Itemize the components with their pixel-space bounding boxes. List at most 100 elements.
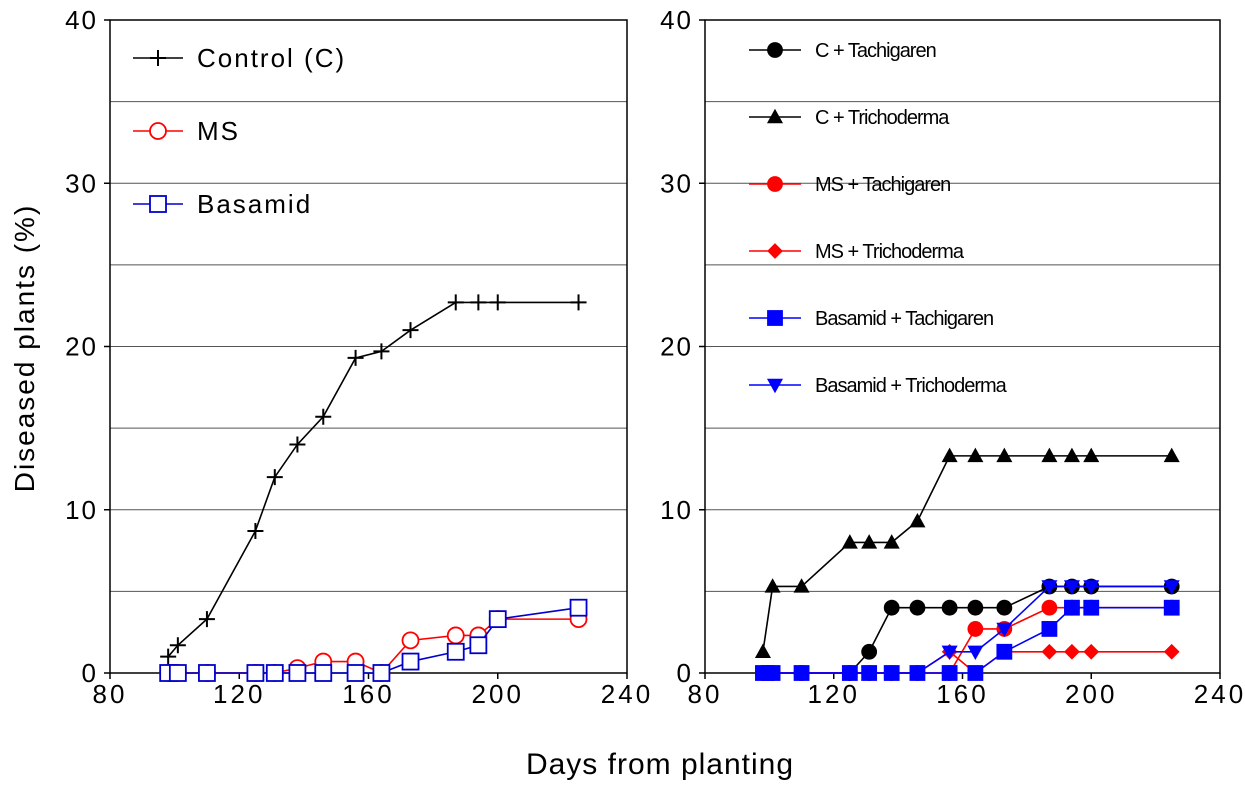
series-basamid-tachigaren <box>755 599 1180 681</box>
legend-marker <box>766 108 784 124</box>
data-point <box>1041 599 1058 616</box>
data-point <box>160 648 177 665</box>
series-control-c <box>160 294 587 665</box>
data-point <box>1083 599 1100 616</box>
data-point <box>754 643 771 658</box>
data-point <box>447 294 464 311</box>
left-y-tick-label: 40 <box>65 5 98 35</box>
data-point <box>488 610 507 629</box>
right-gridlines <box>705 101 1220 592</box>
left-gridlines <box>110 101 627 592</box>
data-point <box>1064 643 1080 660</box>
data-point <box>1063 447 1080 463</box>
data-point <box>841 666 858 682</box>
data-point <box>1083 447 1100 463</box>
data-point <box>198 611 215 628</box>
series-ms-tachigaren <box>755 599 1180 681</box>
data-point <box>402 322 419 339</box>
data-point <box>569 598 588 617</box>
data-point <box>1163 643 1180 660</box>
series-line-basamid <box>168 606 579 674</box>
data-point <box>967 645 984 661</box>
data-point <box>1041 447 1058 463</box>
data-point <box>198 664 216 682</box>
right-x-tick-label: 200 <box>1065 679 1117 709</box>
legend-marker <box>149 195 167 213</box>
data-point <box>909 599 926 616</box>
legend-label: C + Tachigaren <box>815 40 936 62</box>
data-point <box>446 642 465 661</box>
right-x-tick-label: 240 <box>1194 679 1245 709</box>
legend-label: MS + Tachigaren <box>815 174 950 196</box>
data-point <box>861 666 878 682</box>
right-ticks: 0 10 20 30 40 80 120 160 200 240 <box>660 5 1245 709</box>
series-line-c-trichoderma <box>762 455 1172 652</box>
legend-label: MS <box>197 116 240 146</box>
data-point <box>996 643 1013 660</box>
right-x-tick-label: 120 <box>808 679 860 709</box>
data-point <box>793 578 810 593</box>
series-basamid <box>159 598 588 682</box>
legend-marker <box>767 42 783 58</box>
data-point <box>470 294 487 311</box>
data-point <box>247 522 264 539</box>
data-point <box>1083 643 1100 660</box>
data-point <box>168 664 187 682</box>
right-legend: C + Tachigaren C + Trichoderma MS + Tachig… <box>749 40 1009 397</box>
data-point <box>1163 599 1180 616</box>
data-point <box>401 652 420 671</box>
series-c-trichoderma <box>754 447 1180 658</box>
left-panel: 0 10 20 30 40 80 120 160 200 240 Control (C) MS Basa… <box>65 5 650 709</box>
legend-label: Basamid + Trichoderma <box>815 375 1008 397</box>
data-point <box>1041 621 1058 637</box>
data-point <box>861 643 878 660</box>
data-point <box>346 664 365 682</box>
data-point <box>266 469 283 486</box>
x-axis-label: Days from planting <box>526 748 794 781</box>
left-legend: Control (C) MS Basamid <box>133 43 346 219</box>
data-point <box>489 294 506 311</box>
left-x-tick-label: 160 <box>342 679 394 709</box>
left-x-tick-label: 200 <box>472 679 524 709</box>
data-point <box>289 436 306 453</box>
data-point <box>401 631 420 650</box>
data-point <box>1163 447 1180 463</box>
data-point <box>469 636 488 655</box>
data-point <box>1064 599 1080 616</box>
legend-marker <box>767 243 783 259</box>
data-point <box>941 447 958 463</box>
data-point <box>909 512 926 528</box>
left-y-tick-label: 10 <box>65 495 98 525</box>
data-point <box>1063 580 1080 595</box>
legend-label: Basamid <box>197 189 312 219</box>
series-line-basamid-trichoderma <box>762 585 1172 674</box>
series-c-tachigaren <box>755 578 1180 681</box>
data-point <box>996 599 1013 616</box>
series-line-control-c <box>167 301 579 658</box>
data-point <box>861 534 878 549</box>
legend-marker <box>767 176 783 192</box>
data-point <box>373 343 390 360</box>
left-y-tick-label: 20 <box>65 332 98 362</box>
data-point <box>883 534 900 549</box>
data-point <box>883 599 900 616</box>
legend-label: Control (C) <box>197 43 346 73</box>
data-point <box>1083 580 1100 595</box>
series-basamid-trichoderma <box>754 580 1180 682</box>
left-y-tick-label: 0 <box>82 658 98 688</box>
data-point <box>996 622 1013 638</box>
right-x-tick-label: 160 <box>936 679 988 709</box>
left-y-tick-label: 30 <box>65 168 98 198</box>
series-line-ms-trichoderma <box>762 650 1172 675</box>
data-point <box>1041 643 1058 660</box>
left-x-tick-label: 120 <box>213 679 265 709</box>
legend-label: MS + Trichoderma <box>815 241 965 263</box>
data-point <box>967 621 984 637</box>
data-point <box>941 645 958 661</box>
data-point <box>314 664 333 682</box>
right-y-tick-label: 40 <box>660 5 693 35</box>
legend-marker <box>767 310 783 326</box>
series-ms-trichoderma <box>755 643 1180 681</box>
right-y-tick-label: 10 <box>660 495 693 525</box>
